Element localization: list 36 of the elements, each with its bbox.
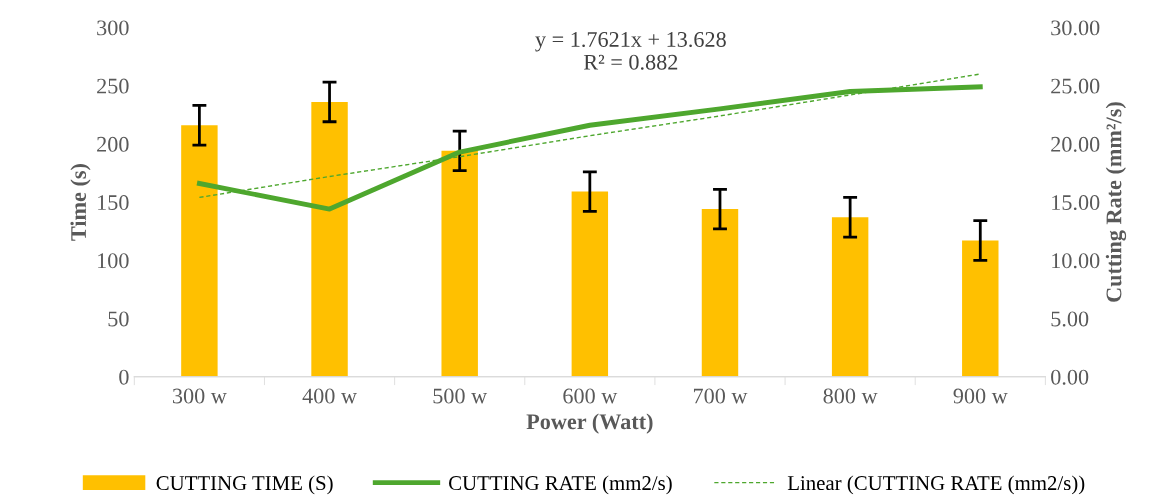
y2-tick-label: 0.00 [1051,369,1089,385]
bar [311,101,348,377]
y-tick-label: 150 [98,195,129,211]
y-tick-label: 50 [108,311,129,327]
bar [962,240,999,377]
annotation: R² = 0.882 [583,54,678,70]
annotation: y = 1.7621x + 13.628 [535,31,726,52]
legend-label: Linear (CUTTING RATE (mm2/s)) [787,475,1085,495]
y-tick-label: 300 [97,20,129,36]
y2-tick-label: 20.00 [1051,136,1100,152]
y2-tick-label: 15.00 [1052,195,1100,211]
y-axis-title: Time (s) [70,164,91,241]
y2-tick-label: 5.00 [1051,311,1089,327]
y-tick-label: 250 [97,78,129,94]
y-tick-label: 100 [98,253,129,269]
bar [181,125,218,377]
x-tick-label: 500 w [433,388,488,404]
legend-label: CUTTING TIME (S) [156,475,333,495]
y-tick-label: 200 [97,136,129,152]
bar [571,191,609,377]
x-tick-label: 600 w [563,388,618,404]
x-tick-label: 900 w [953,388,1008,404]
bar [441,150,478,377]
x-axis-title: Power (Watt) [526,413,653,434]
bar [831,217,869,377]
y2-axis-title: Cutting Rate (mm²/s) [1105,102,1127,302]
x-tick-label: 400 w [302,388,357,404]
y2-tick-label: 30.00 [1051,20,1100,36]
x-tick-label: 800 w [823,388,878,404]
x-tick-label: 300 w [172,388,227,404]
y-tick-label: 0 [119,369,129,385]
y2-tick-label: 25.00 [1051,78,1100,94]
bar [701,209,739,377]
x-tick-label: 700 w [693,388,748,404]
y2-tick-label: 10.00 [1052,253,1100,269]
legend-label: CUTTING RATE (mm2/s) [449,475,672,495]
